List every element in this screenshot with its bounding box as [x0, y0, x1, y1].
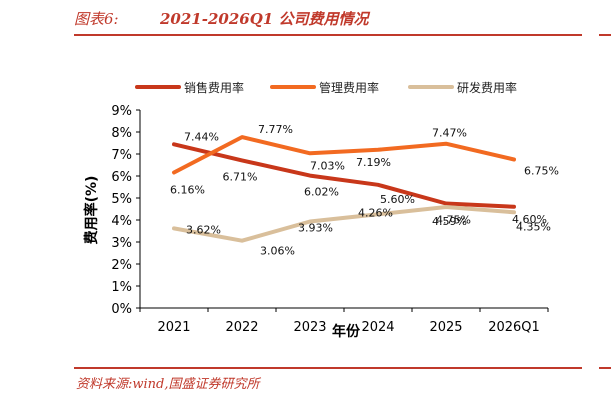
legend-label-1: 销售费用率: [184, 80, 244, 95]
data-label: 6.71%: [223, 170, 258, 183]
data-label: 4.60%: [512, 213, 547, 226]
legend-label-2: 管理费用率: [319, 80, 379, 95]
top-edge-mark: [599, 34, 611, 36]
figure-label: 图表6:: [74, 10, 119, 28]
x-tick-label: 2022: [225, 320, 258, 335]
x-tick-label: 2024: [361, 320, 394, 335]
source-note: 资料来源:wind,国盛证券研究所: [76, 377, 260, 392]
y-tick-label: 5%: [111, 192, 132, 207]
data-label: 3.62%: [186, 223, 221, 236]
y-tick-label: 3%: [111, 236, 132, 251]
data-label: 4.59%: [432, 215, 467, 228]
data-label: 6.16%: [170, 183, 205, 196]
data-label: 4.75%: [436, 214, 471, 227]
data-label: 3.93%: [298, 222, 333, 235]
data-label: 3.06%: [260, 245, 295, 258]
y-tick-label: 8%: [111, 126, 132, 141]
series-line-3: [172, 205, 516, 243]
y-tick-label: 1%: [111, 280, 132, 295]
figure-title: 2021-2026Q1 公司费用情况: [160, 10, 369, 28]
y-axis-title: 费用率(%): [83, 176, 100, 245]
data-label: 4.26%: [358, 206, 393, 219]
data-labels: 7.44% 6.71% 6.02% 5.60% 4.75% 4.60% 6.16% 7.77%…: [170, 123, 559, 258]
data-label: 7.03%: [310, 159, 345, 172]
y-axis: 0% 1% 2% 3% 4% 5% 6% 7% 8% 9%: [111, 104, 141, 317]
legend-label-3: 研发费用率: [457, 80, 517, 95]
y-tick-label: 2%: [111, 258, 132, 273]
x-tick-label: 2021: [157, 320, 190, 335]
chart-legend: 销售费用率 管理费用率 研发费用率: [135, 80, 517, 95]
series-line-1: [172, 142, 516, 209]
data-label: 6.02%: [304, 186, 339, 199]
data-label: 6.75%: [524, 165, 559, 178]
x-tick-label: 2025: [429, 320, 462, 335]
top-rule: [74, 34, 582, 36]
data-label: 7.77%: [258, 123, 293, 136]
y-tick-label: 9%: [111, 104, 132, 119]
figure-header: 图表6: 2021-2026Q1 公司费用情况: [74, 6, 594, 30]
series-line-2: [172, 135, 516, 175]
data-label: 7.44%: [184, 130, 219, 143]
series-lines: [172, 135, 516, 243]
y-tick-label: 4%: [111, 214, 132, 229]
bottom-edge-mark: [599, 367, 611, 369]
data-label: 7.19%: [356, 156, 391, 169]
x-axis: 2021 2022 2023 2024 2025 2026Q1: [139, 307, 549, 335]
data-label: 7.47%: [432, 127, 467, 140]
data-label: 4.35%: [516, 220, 551, 233]
y-tick-label: 7%: [111, 148, 132, 163]
bottom-rule: [74, 367, 582, 369]
x-tick-label: 2026Q1: [488, 320, 540, 335]
y-tick-label: 0%: [111, 302, 132, 317]
x-tick-label: 2023: [293, 320, 326, 335]
data-label: 5.60%: [380, 193, 415, 206]
y-tick-label: 6%: [111, 170, 132, 185]
x-axis-title: 年份: [332, 323, 361, 340]
